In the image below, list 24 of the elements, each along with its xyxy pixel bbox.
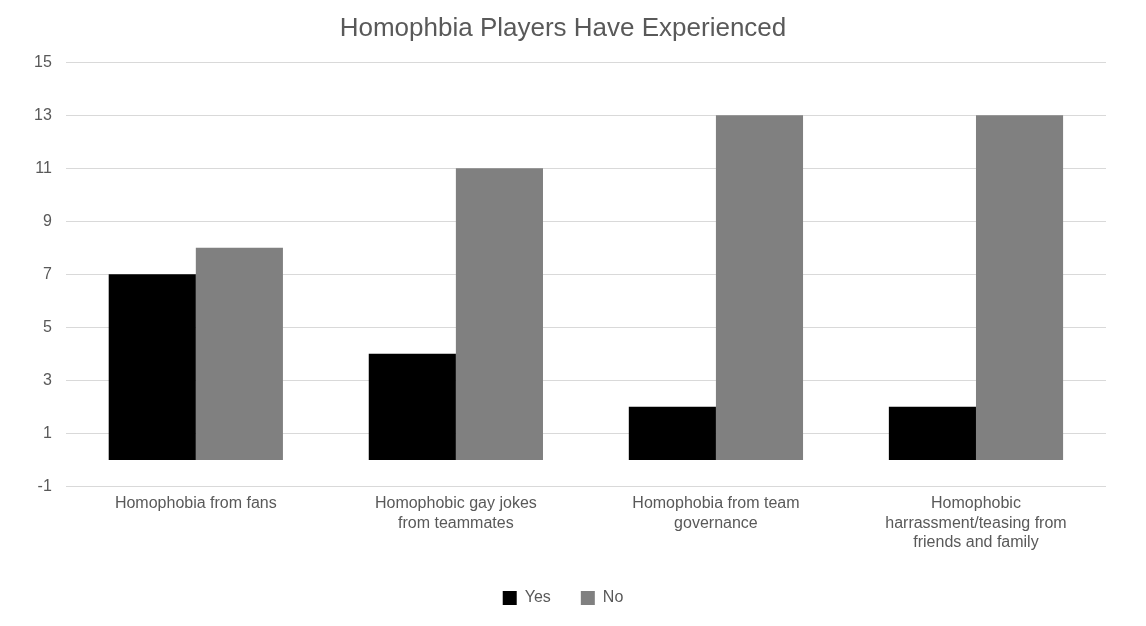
bar [455,168,543,460]
y-tick-label: 1 [42,423,52,441]
x-tick-label: Homophobic harrassment/teasing from friends and family [885,494,1067,550]
bar [975,115,1064,460]
bar [888,406,976,460]
y-tick-label: 5 [42,317,52,335]
x-tick-label: Homophobia from fans [114,494,277,512]
y-tick-label: 15 [34,52,52,70]
bar [628,406,716,460]
bar [715,115,804,460]
chart-title: Homophbia Players Have Experienced [339,11,787,42]
legend-label: No [602,588,624,606]
bar [368,353,456,460]
bar [195,247,283,460]
y-tick-label: 11 [35,158,52,176]
legend-label: Yes [524,588,551,606]
y-tick-label: 7 [42,264,52,282]
y-tick-label: 3 [42,370,52,388]
x-tick-label: Homophobic gay jokes from teammates [374,494,537,531]
y-tick-label: 13 [34,105,52,123]
y-tick-label: 9 [42,211,52,229]
y-tick-label: -1 [37,476,52,494]
x-tick-label: Homophobia from team governance [632,494,800,531]
bar [108,274,196,460]
